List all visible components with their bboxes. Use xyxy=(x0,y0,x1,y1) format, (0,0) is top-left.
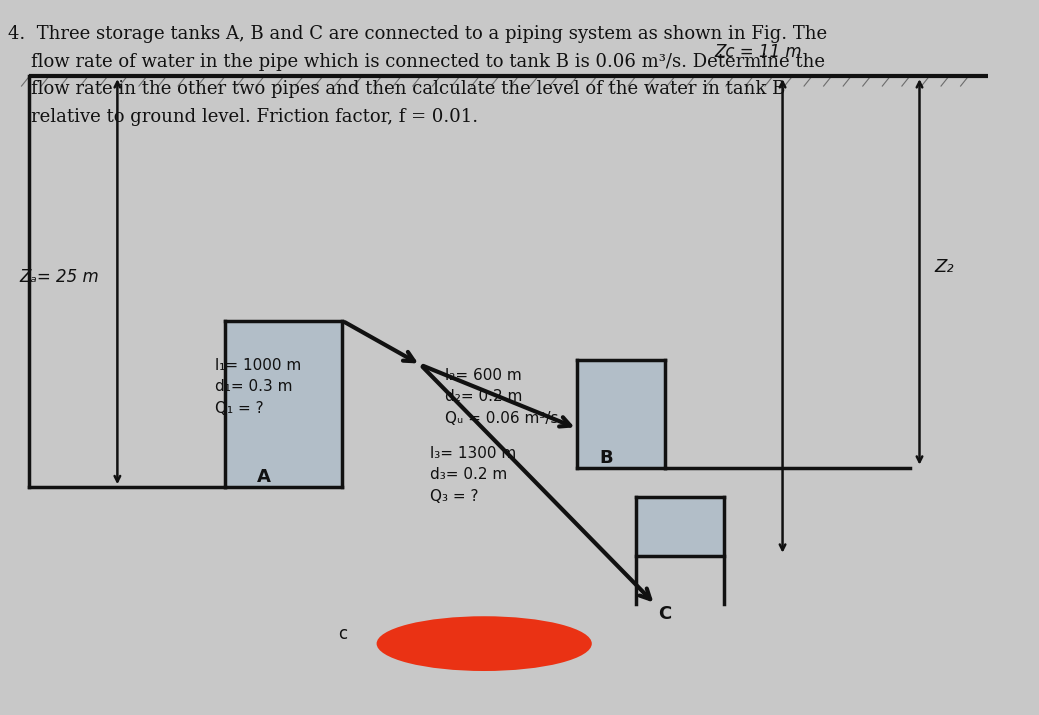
Text: Qᵤ = 0.06 m³/s: Qᵤ = 0.06 m³/s xyxy=(445,410,559,425)
Text: Zₐ= 25 m: Zₐ= 25 m xyxy=(20,267,100,286)
Ellipse shape xyxy=(376,616,592,671)
Text: l₁= 1000 m: l₁= 1000 m xyxy=(215,358,301,373)
Bar xyxy=(225,321,343,487)
Text: Q₁ = ?: Q₁ = ? xyxy=(215,401,264,415)
Text: l₃= 1300 m: l₃= 1300 m xyxy=(430,445,516,460)
Text: C: C xyxy=(659,605,672,623)
Bar xyxy=(636,497,724,556)
Text: relative to ground level. Friction factor, f = 0.01.: relative to ground level. Friction facto… xyxy=(8,107,478,126)
Text: B: B xyxy=(600,448,613,467)
Text: flow rate of water in the pipe which is connected to tank B is 0.06 m³/s. Determ: flow rate of water in the pipe which is … xyxy=(8,53,825,71)
Text: Q₃ = ?: Q₃ = ? xyxy=(430,489,479,504)
Text: d₃= 0.2 m: d₃= 0.2 m xyxy=(430,468,508,483)
Bar xyxy=(577,360,665,468)
Text: A: A xyxy=(258,468,271,486)
Text: l₂= 600 m: l₂= 600 m xyxy=(445,368,522,383)
Text: d₁= 0.3 m: d₁= 0.3 m xyxy=(215,379,293,394)
Text: flow rate in the other two pipes and then calculate the level of the water in ta: flow rate in the other two pipes and the… xyxy=(8,80,785,98)
Text: 4.  Three storage tanks A, B and C are connected to a piping system as shown in : 4. Three storage tanks A, B and C are co… xyxy=(8,26,827,44)
Text: d₂= 0.2 m: d₂= 0.2 m xyxy=(445,389,523,404)
Text: Zᴄ = 11 m: Zᴄ = 11 m xyxy=(714,43,802,61)
Text: Z₂: Z₂ xyxy=(934,258,954,276)
Text: c: c xyxy=(338,625,347,643)
